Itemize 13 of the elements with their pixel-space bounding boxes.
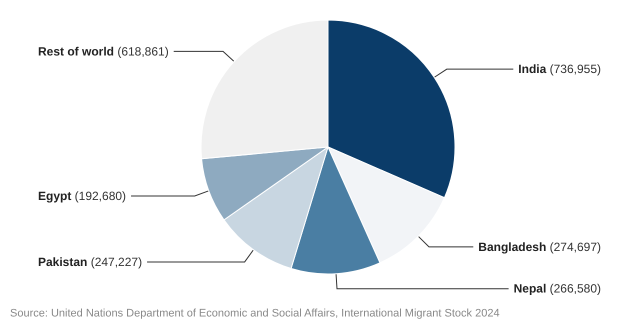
slice-label: Egypt — [38, 188, 72, 203]
data-label: (266,580) — [546, 282, 602, 296]
data-label: (274,697) — [546, 240, 602, 254]
slice-label: Bangladesh — [478, 240, 546, 254]
slice-label: India — [518, 62, 547, 76]
slice-label: Rest of world — [38, 44, 114, 58]
slice-label: Nepal — [514, 282, 546, 296]
source-note: Source: United Nations Department of Economic and Social Affairs, International Migrant Stock 2024 — [10, 308, 500, 320]
slice-label: Pakistan — [38, 254, 88, 269]
data-label: (736,955) — [546, 62, 602, 76]
data-label: (247,227) — [87, 254, 142, 269]
data-label: (192,680) — [71, 188, 126, 203]
data-label: (618,861) — [114, 44, 169, 58]
